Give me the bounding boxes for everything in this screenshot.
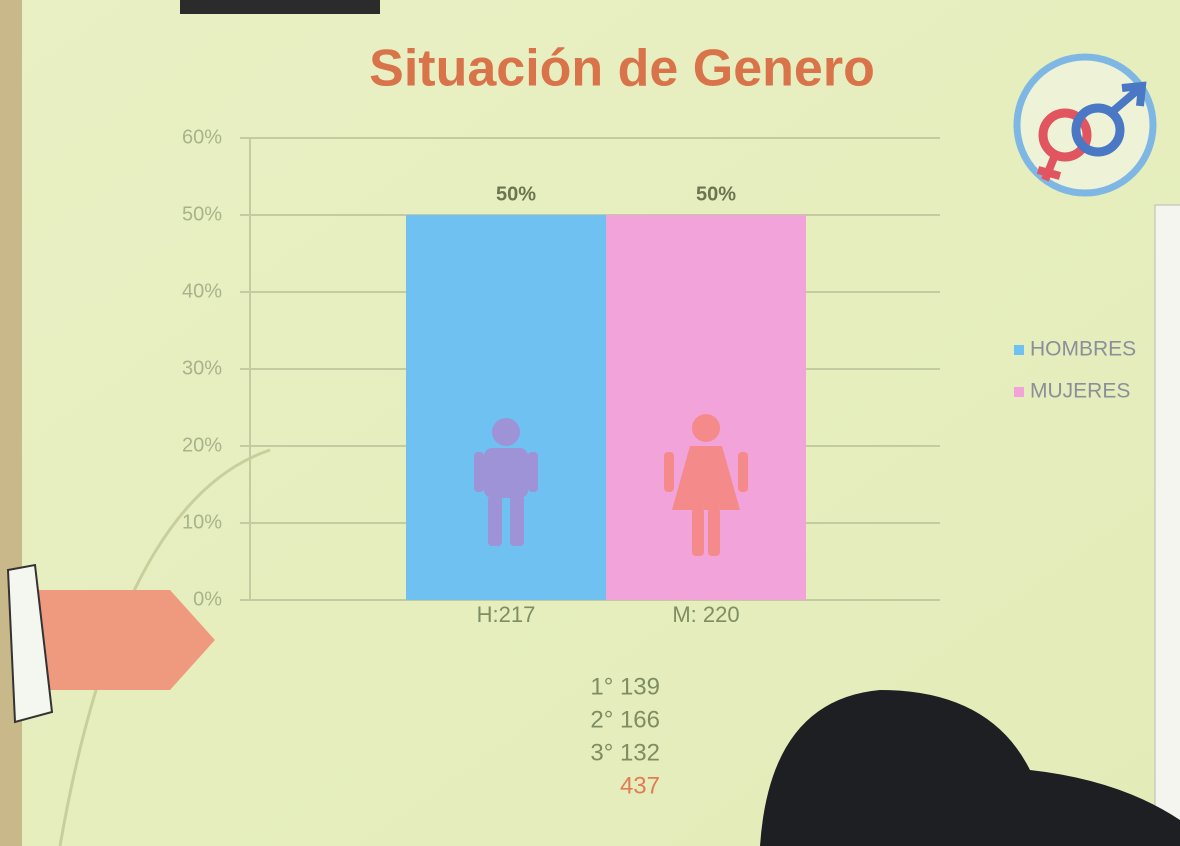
- note: 2° 166: [590, 706, 660, 733]
- value-label: 50%: [696, 183, 736, 205]
- value-label: 50%: [496, 183, 536, 205]
- note: 1° 139: [590, 673, 660, 700]
- legend-swatch: [1014, 345, 1024, 355]
- y-tick-label: 20%: [182, 434, 222, 456]
- x-tick-label: H:217: [477, 602, 536, 627]
- y-tick-label: 40%: [182, 280, 222, 302]
- legend-label: MUJERES: [1030, 380, 1130, 403]
- x-tick-label: M: 220: [672, 602, 739, 627]
- chart-title: Situación de Genero: [369, 40, 875, 98]
- side-cards: [1155, 205, 1180, 845]
- bar: [606, 215, 806, 600]
- bar: [406, 215, 606, 600]
- note: 437: [620, 772, 660, 799]
- y-tick-label: 50%: [182, 203, 222, 225]
- y-tick-label: 60%: [182, 126, 222, 148]
- legend-label: HOMBRES: [1030, 338, 1136, 361]
- legend-swatch: [1014, 387, 1024, 397]
- y-tick-label: 10%: [182, 511, 222, 533]
- note: 3° 132: [590, 739, 660, 766]
- y-tick-label: 30%: [182, 357, 222, 379]
- top-shadow: [180, 0, 380, 14]
- y-tick-label: 0%: [193, 588, 222, 610]
- slide: Situación de Genero 0% 10% 20% 30% 40% 50% 60%…: [0, 0, 1180, 846]
